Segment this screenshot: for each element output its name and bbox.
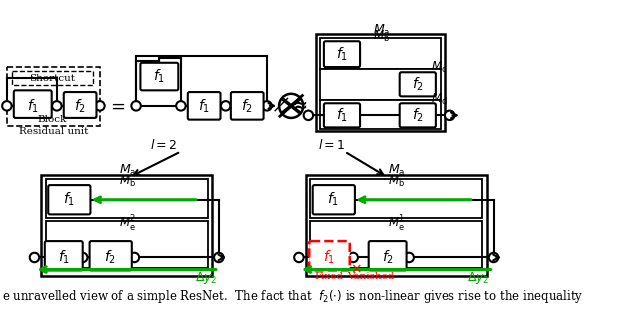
- FancyBboxPatch shape: [324, 41, 360, 67]
- Text: Residual unit: Residual unit: [19, 127, 88, 136]
- Bar: [310, 179, 483, 218]
- Text: $M_{\rm e}^1$: $M_{\rm e}^1$: [387, 214, 405, 234]
- FancyBboxPatch shape: [309, 241, 349, 270]
- Text: $f_1$: $f_1$: [198, 97, 210, 115]
- FancyBboxPatch shape: [231, 92, 264, 119]
- Text: $f_1$: $f_1$: [336, 45, 348, 63]
- Circle shape: [221, 101, 230, 111]
- Circle shape: [214, 253, 223, 262]
- Bar: [316, 34, 445, 131]
- Bar: [321, 100, 441, 129]
- Circle shape: [176, 101, 186, 111]
- Circle shape: [130, 253, 139, 262]
- Text: $M_{\rm b}$: $M_{\rm b}$: [388, 174, 404, 189]
- Text: $M_{\rm c}$: $M_{\rm c}$: [431, 60, 447, 75]
- Text: $M_{\rm a}$: $M_{\rm a}$: [373, 23, 390, 38]
- Circle shape: [2, 101, 12, 111]
- Text: $f_2$: $f_2$: [74, 97, 86, 115]
- Circle shape: [78, 253, 88, 262]
- Circle shape: [52, 101, 61, 111]
- Circle shape: [279, 94, 303, 118]
- Bar: [45, 179, 207, 218]
- Text: e unravelled view of a simple ResNet.  The fact that  $f_2(\cdot)$ is non-linear: e unravelled view of a simple ResNet. Th…: [2, 288, 583, 305]
- Text: $M_{\rm d}$: $M_{\rm d}$: [431, 91, 447, 107]
- Text: $f_1$: $f_1$: [154, 68, 165, 85]
- Bar: [321, 38, 441, 69]
- Bar: [310, 221, 483, 268]
- FancyBboxPatch shape: [45, 241, 83, 270]
- Text: $f_2$: $f_2$: [241, 97, 253, 115]
- Circle shape: [29, 253, 39, 262]
- Text: $=$: $=$: [107, 97, 125, 115]
- Bar: [306, 175, 486, 276]
- Text: $f_2$: $f_2$: [412, 75, 424, 93]
- Text: $M_{\rm a}$: $M_{\rm a}$: [388, 163, 405, 178]
- FancyBboxPatch shape: [188, 92, 221, 119]
- Circle shape: [489, 253, 499, 262]
- Circle shape: [294, 253, 303, 262]
- FancyBboxPatch shape: [64, 92, 97, 118]
- FancyBboxPatch shape: [140, 63, 179, 90]
- Text: Vanished: Vanished: [347, 272, 394, 281]
- Text: $f_2$: $f_2$: [104, 249, 116, 266]
- Text: $l = 2$: $l = 2$: [150, 138, 177, 152]
- FancyBboxPatch shape: [369, 241, 406, 270]
- Text: $f_1$: $f_1$: [63, 191, 75, 209]
- Text: $\mathbf{\not\approx}$: $\mathbf{\not\approx}$: [275, 97, 308, 115]
- Text: $M_{\rm b}$: $M_{\rm b}$: [373, 28, 390, 44]
- Text: Block: Block: [38, 115, 67, 124]
- Text: Fixed: Fixed: [314, 272, 344, 281]
- Text: $M_{\rm e}^2$: $M_{\rm e}^2$: [119, 214, 136, 234]
- Text: $M_{\rm b}$: $M_{\rm b}$: [119, 174, 136, 189]
- Circle shape: [348, 253, 358, 262]
- Text: $M_{\rm a}$: $M_{\rm a}$: [119, 163, 136, 178]
- Bar: [45, 221, 207, 268]
- Text: $f_2$: $f_2$: [381, 249, 394, 266]
- Text: $\Delta y_2$: $\Delta y_2$: [467, 270, 490, 286]
- FancyBboxPatch shape: [400, 103, 436, 127]
- Circle shape: [303, 111, 313, 120]
- Text: $f_1$: $f_1$: [327, 191, 339, 209]
- Text: Shortcut: Shortcut: [29, 74, 76, 83]
- Circle shape: [445, 111, 454, 120]
- FancyBboxPatch shape: [14, 90, 52, 118]
- FancyBboxPatch shape: [313, 185, 355, 214]
- Circle shape: [95, 101, 105, 111]
- FancyBboxPatch shape: [324, 103, 360, 127]
- Text: $\times$: $\times$: [350, 262, 362, 276]
- Text: $\Delta y_2$: $\Delta y_2$: [195, 270, 217, 286]
- FancyBboxPatch shape: [400, 72, 436, 96]
- Circle shape: [262, 101, 272, 111]
- Text: $f_1$: $f_1$: [336, 107, 348, 124]
- Text: $f_1$: $f_1$: [323, 249, 335, 266]
- Bar: [12, 71, 93, 85]
- Text: $f_2$: $f_2$: [412, 107, 424, 124]
- Bar: [321, 69, 441, 100]
- Text: $l = 1$: $l = 1$: [318, 138, 346, 152]
- Circle shape: [131, 101, 141, 111]
- Text: $f_1$: $f_1$: [58, 249, 70, 266]
- Text: $f_1$: $f_1$: [27, 97, 39, 115]
- Bar: [7, 67, 100, 126]
- Bar: [42, 175, 212, 276]
- Circle shape: [404, 253, 414, 262]
- FancyBboxPatch shape: [48, 185, 90, 214]
- FancyBboxPatch shape: [90, 241, 132, 270]
